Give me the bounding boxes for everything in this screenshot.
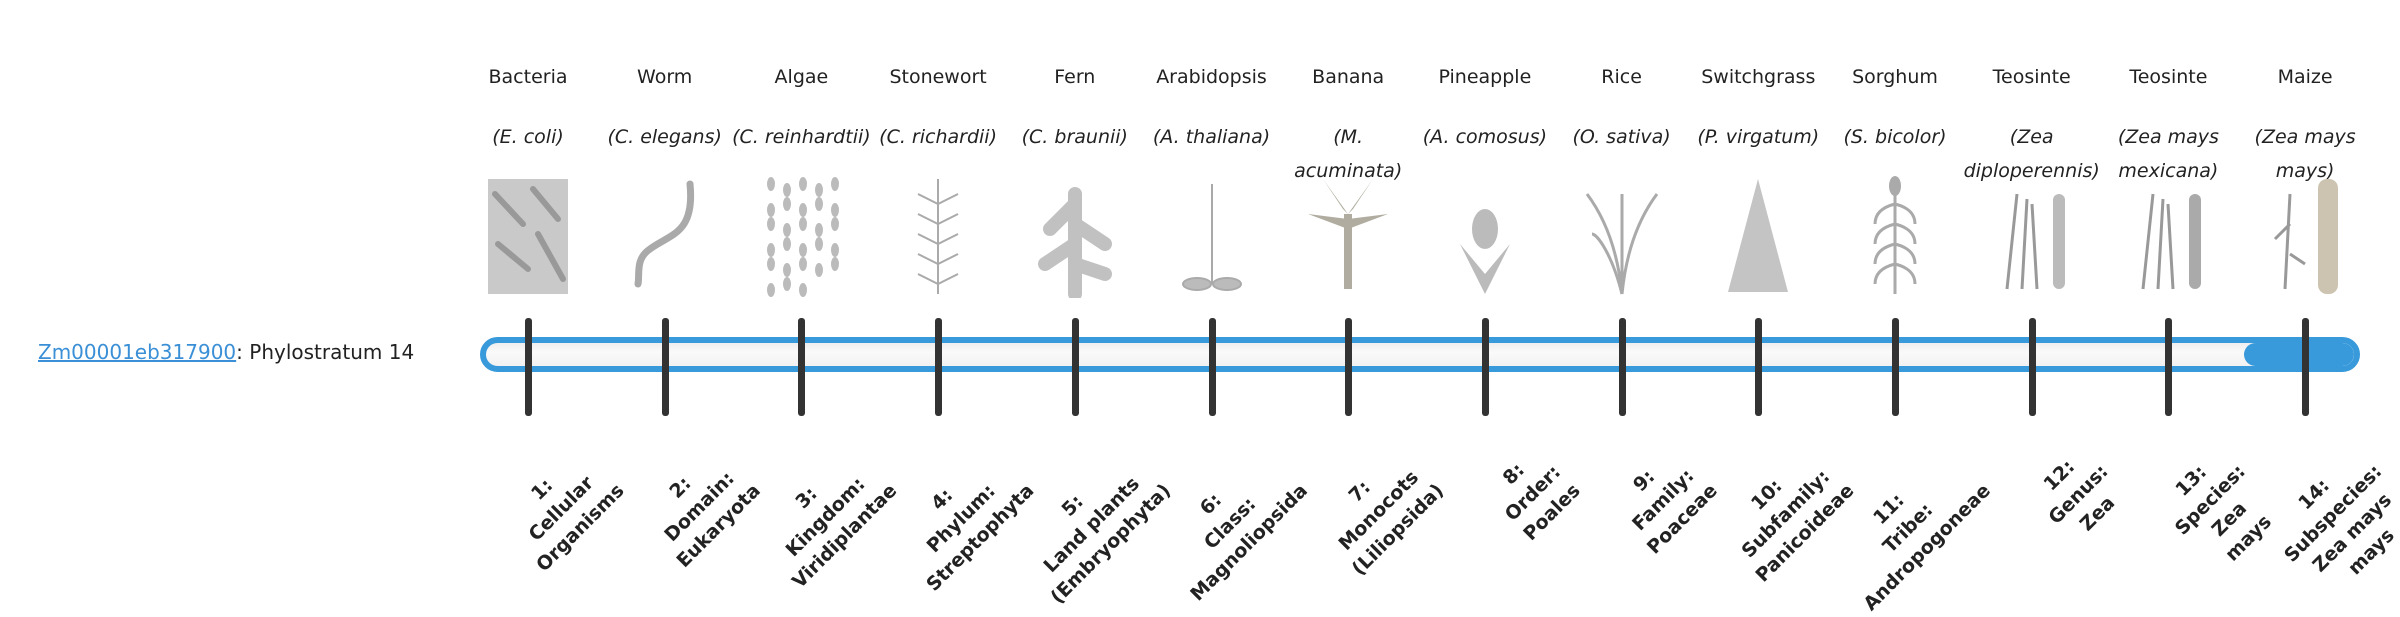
stratum-level-label: 1: Cellular Organisms: [492, 440, 630, 578]
organism-scientific-name: (C. elegans): [607, 126, 722, 148]
organism-scientific-name: (A. thaliana): [1152, 126, 1271, 148]
stratum-tick: [2028, 318, 2036, 416]
organism-scientific-name: (A. comosus): [1422, 126, 1548, 148]
stratum-tick: [1481, 318, 1489, 416]
phylostratum-text: : Phylostratum 14: [236, 340, 415, 364]
organism-common-name: Bacteria: [488, 66, 568, 88]
algae-image: [731, 174, 871, 298]
maize-image: [2235, 174, 2375, 298]
stratum-level-label: 2: Domain: Eukaryota: [633, 440, 767, 574]
pineapple-image: [1415, 174, 1555, 298]
phylostratum-bar: [480, 337, 2360, 372]
fern-image: [1005, 174, 1145, 298]
organism-common-name: Teosinte: [2129, 66, 2208, 88]
banana-image: [1278, 174, 1418, 298]
organism-scientific-name: (P. virgatum): [1697, 126, 1820, 148]
stratum-level-label: 3: Kingdom: Viridiplantae: [749, 440, 904, 595]
stratum-tick: [1892, 318, 1899, 416]
stratum-level-label: 6: Class: Magnoliopsida: [1146, 440, 1313, 607]
organism-common-name: Maize: [2277, 66, 2333, 88]
organism-common-name: Arabidopsis: [1156, 66, 1267, 88]
switchgrass-image: [1688, 174, 1828, 298]
organism-common-name: Stonewort: [889, 66, 987, 88]
phylostratum-fill: [2244, 343, 2354, 366]
stratum-level-label: 5: Land plants (Embryophyta): [1007, 440, 1177, 610]
organism-common-name: Algae: [774, 66, 829, 88]
organism-scientific-name: (C. richardii): [879, 126, 997, 148]
organism-scientific-name: (S. bicolor): [1843, 126, 1947, 148]
stratum-level-label: 9: Family: Poaceae: [1603, 440, 1724, 561]
bacteria-image: [458, 174, 598, 298]
organism-scientific-name: (Zea mays mays): [2254, 126, 2356, 182]
stratum-level-label: 11: Tribe: Andropogoneae: [1820, 440, 1997, 617]
stratum-level-label: 14: Subspecies: Zea mays mays: [2259, 440, 2400, 607]
stratum-tick: [1345, 318, 1353, 416]
organism-scientific-name: (Zea mays mexicana): [2117, 126, 2219, 182]
organism-common-name: Sorghum: [1852, 66, 1938, 88]
stratum-tick: [1071, 318, 1079, 416]
gene-link[interactable]: Zm00001eb317900: [38, 340, 237, 364]
teosinte-mexicana-image: [2098, 174, 2238, 298]
organism-scientific-name: (Zea diploperennis): [1963, 126, 2100, 182]
stratum-tick: [935, 318, 943, 416]
organism-scientific-name: (C. braunii): [1021, 126, 1128, 148]
stratum-level-label: 4: Phylum: Streptophyta: [883, 440, 1041, 598]
stratum-tick: [1618, 318, 1626, 416]
organism-common-name: Teosinte: [1992, 66, 2071, 88]
stratum-tick: [798, 318, 806, 416]
organism-common-name: Worm: [637, 66, 693, 88]
stratum-level-label: 12: Genus: Zea: [2024, 440, 2134, 550]
organism-scientific-name: (E. coli): [492, 126, 564, 148]
stratum-level-label: 13: Species: Zea mays: [2150, 440, 2290, 580]
stratum-tick: [2302, 318, 2310, 416]
worm-image: [595, 174, 735, 298]
sorghum-image: [1825, 174, 1965, 298]
organism-scientific-name: (M. acuminata): [1294, 126, 1403, 182]
organism-common-name: Pineapple: [1438, 66, 1532, 88]
organism-scientific-name: (C. reinhardtii): [732, 126, 871, 148]
organism-common-name: Fern: [1054, 66, 1096, 88]
stonewort-image: [868, 174, 1008, 298]
stratum-tick: [2165, 318, 2173, 416]
organism-common-name: Rice: [1601, 66, 1642, 88]
organism-common-name: Switchgrass: [1701, 66, 1816, 88]
stratum-tick: [525, 318, 532, 416]
organism-scientific-name: (O. sativa): [1572, 126, 1671, 148]
arabidopsis-image: [1142, 174, 1282, 298]
stratum-level-label: 8: Order: Poales: [1480, 440, 1587, 547]
teosinte-image: [1962, 174, 2102, 298]
organism-common-name: Banana: [1312, 66, 1385, 88]
gene-label: Zm00001eb317900: Phylostratum 14: [38, 340, 414, 364]
stratum-tick: [1755, 318, 1763, 416]
rice-image: [1552, 174, 1692, 298]
stratum-tick: [1208, 318, 1216, 416]
stratum-tick: [661, 318, 669, 416]
stratum-level-label: 7: Monocots (Liliopsida): [1308, 440, 1450, 582]
